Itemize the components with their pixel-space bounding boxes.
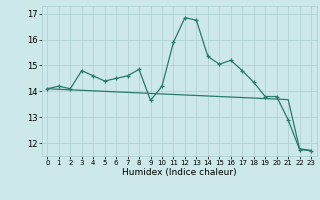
X-axis label: Humidex (Indice chaleur): Humidex (Indice chaleur) (122, 168, 236, 177)
